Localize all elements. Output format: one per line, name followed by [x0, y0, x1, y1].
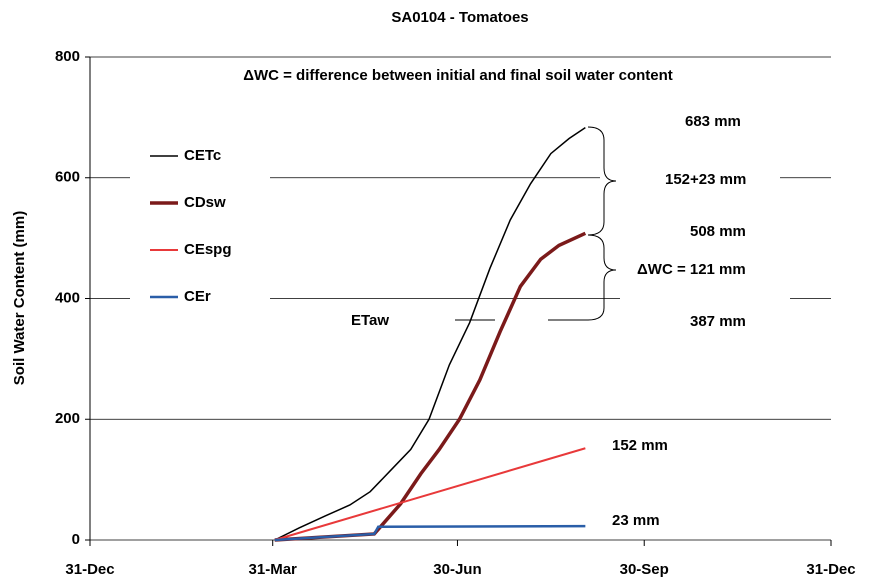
grid: 0 200 400 600 800 31-Dec 31-Mar 30-Jun 30-Sep 31-…: [55, 48, 856, 578]
series-line: [274, 524, 586, 542]
x-tick-label: 31-Mar: [249, 561, 298, 578]
label-backing: [340, 310, 400, 332]
label-backing: [620, 285, 790, 311]
brace: [548, 234, 617, 321]
label-backing: [130, 160, 270, 196]
annotation: ΔWC = 121 mm: [637, 261, 746, 278]
y-tick-label: 800: [55, 48, 80, 65]
y-tick-label: 0: [72, 531, 80, 548]
legend-label: CEr: [184, 288, 211, 305]
marks: [274, 127, 587, 542]
x-tick-label: 30-Jun: [433, 561, 481, 578]
legend-label: CEspg: [184, 241, 232, 258]
legend-label: CETc: [184, 147, 221, 164]
annotation: 508 mm: [690, 223, 746, 240]
x-tick-label: 30-Sep: [620, 561, 669, 578]
y-tick-label: 400: [55, 289, 80, 306]
x-tick-label: 31-Dec: [65, 561, 114, 578]
annotation: 387 mm: [690, 313, 746, 330]
y-tick-label: 200: [55, 410, 80, 427]
y-axis-label: Soil Water Content (mm): [11, 211, 28, 385]
x-tick-label: 31-Dec: [806, 561, 855, 578]
annotation: 23 mm: [612, 512, 660, 529]
legend-label: CDsw: [184, 194, 226, 211]
annotation: 683 mm: [685, 113, 741, 130]
brace: [587, 126, 617, 236]
overlay: CETc CDsw CEspg CEr ΔWC = difference between…: [150, 67, 746, 529]
annotation: 152 mm: [612, 437, 668, 454]
series-line: [274, 231, 587, 542]
chart-title: SA0104 - Tomatoes: [391, 9, 528, 26]
annotation: 152+23 mm: [665, 171, 746, 188]
series-line: [274, 447, 586, 541]
series-line: [274, 127, 586, 541]
y-tick-label: 600: [55, 169, 80, 186]
braces: [455, 126, 617, 321]
annotation: ETaw: [351, 312, 389, 329]
annotation: ΔWC = difference between initial and fin…: [243, 67, 673, 84]
label-backing: [600, 168, 780, 194]
